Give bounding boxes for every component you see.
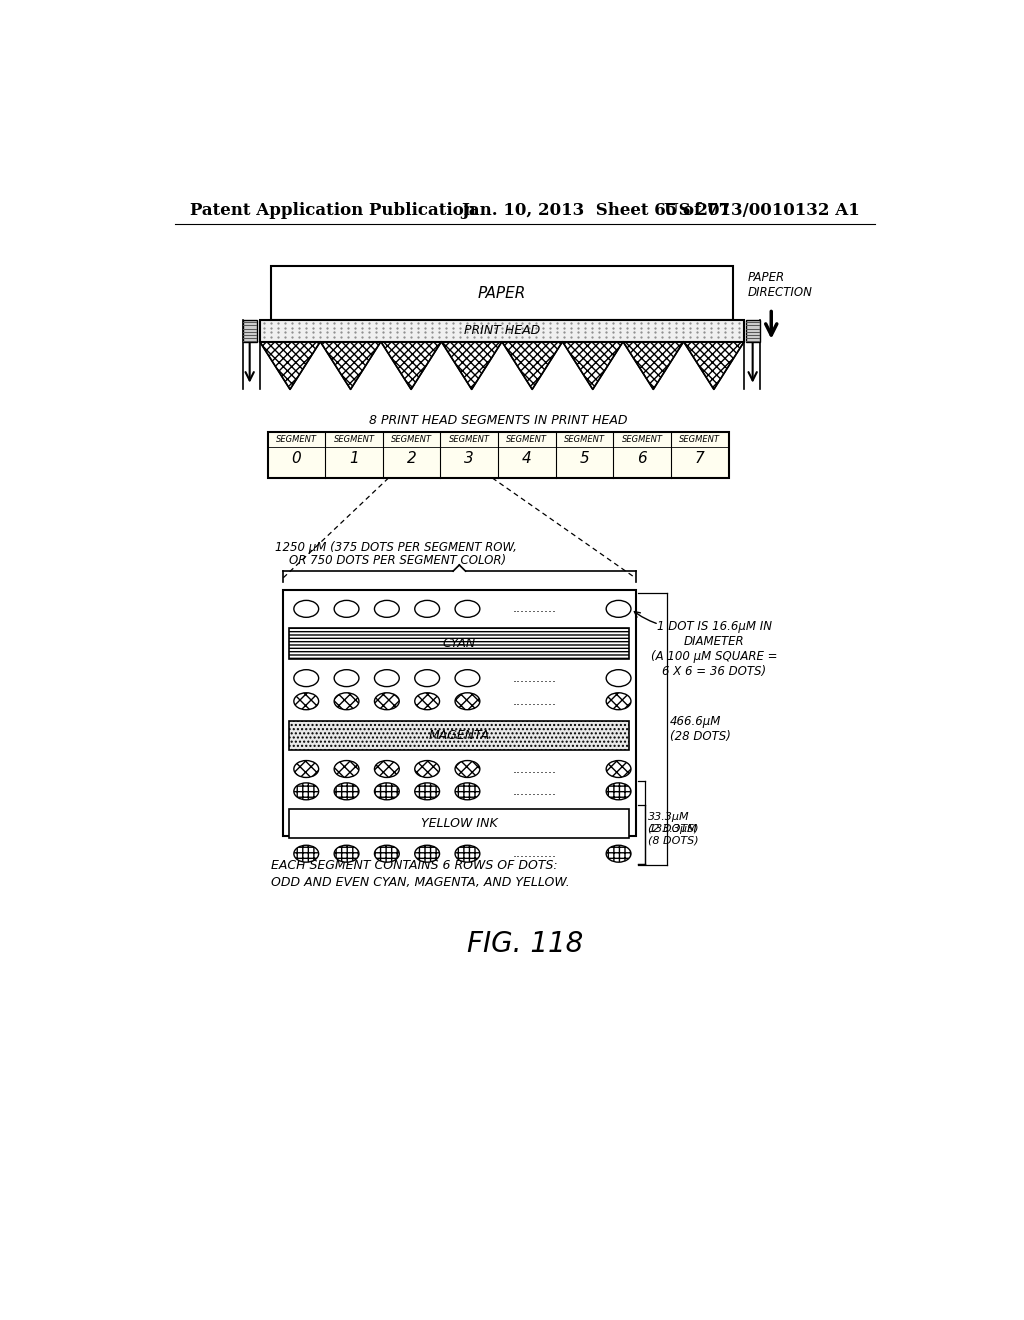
Ellipse shape [334,783,359,800]
Text: YELLOW INK: YELLOW INK [421,817,498,830]
Ellipse shape [415,760,439,777]
Text: SEGMENT: SEGMENT [334,436,375,444]
Text: SEGMENT: SEGMENT [507,436,548,444]
Ellipse shape [455,845,480,862]
Ellipse shape [606,760,631,777]
Ellipse shape [455,601,480,618]
Ellipse shape [606,783,631,800]
Text: 4: 4 [522,451,531,466]
Ellipse shape [375,845,399,862]
Text: 8 PRINT HEAD SEGMENTS IN PRINT HEAD: 8 PRINT HEAD SEGMENTS IN PRINT HEAD [369,413,628,426]
Text: 5: 5 [580,451,590,466]
Text: SEGMENT: SEGMENT [275,436,316,444]
Ellipse shape [455,783,480,800]
Text: US 2013/0010132 A1: US 2013/0010132 A1 [664,202,859,219]
Text: 7: 7 [695,451,705,466]
Text: MAGENTA: MAGENTA [429,729,489,742]
Ellipse shape [455,693,480,710]
Bar [289,721,630,750]
Ellipse shape [334,693,359,710]
Ellipse shape [606,693,631,710]
Ellipse shape [294,693,318,710]
Ellipse shape [415,783,439,800]
Ellipse shape [375,693,399,710]
Ellipse shape [415,601,439,618]
Bar [289,809,630,838]
Bar [283,590,636,836]
Ellipse shape [294,601,318,618]
Text: 1: 1 [349,451,358,466]
Ellipse shape [334,601,359,618]
Text: 133.3μM
(8 DOTS): 133.3μM (8 DOTS) [648,824,698,846]
Ellipse shape [375,760,399,777]
Text: SEGMENT: SEGMENT [391,436,432,444]
Text: 466.6μM
(28 DOTS): 466.6μM (28 DOTS) [670,715,730,743]
Text: OR 750 DOTS PER SEGMENT COLOR): OR 750 DOTS PER SEGMENT COLOR) [289,554,506,566]
Text: SEGMENT: SEGMENT [679,436,720,444]
Text: 2: 2 [407,451,417,466]
Text: EACH SEGMENT CONTAINS 6 ROWS OF DOTS:: EACH SEGMENT CONTAINS 6 ROWS OF DOTS: [271,859,558,873]
Text: CYAN: CYAN [442,638,476,649]
Ellipse shape [606,669,631,686]
Text: 1250 μM (375 DOTS PER SEGMENT ROW,: 1250 μM (375 DOTS PER SEGMENT ROW, [275,541,517,554]
Text: Jan. 10, 2013  Sheet 65 of 77: Jan. 10, 2013 Sheet 65 of 77 [461,202,730,219]
Ellipse shape [415,693,439,710]
Text: 6: 6 [637,451,647,466]
Text: ODD AND EVEN CYAN, MAGENTA, AND YELLOW.: ODD AND EVEN CYAN, MAGENTA, AND YELLOW. [271,876,570,890]
Polygon shape [260,321,744,389]
Text: ...........: ........... [512,602,556,615]
Ellipse shape [294,760,318,777]
Bar [243,321,257,342]
Text: ...........: ........... [512,763,556,776]
Bar [267,432,729,478]
Ellipse shape [375,669,399,686]
Text: ...........: ........... [512,694,556,708]
Text: ...........: ........... [512,785,556,797]
Bar [260,321,744,342]
Text: ...........: ........... [512,847,556,861]
Ellipse shape [334,669,359,686]
Ellipse shape [334,845,359,862]
Text: 3: 3 [464,451,474,466]
Text: SEGMENT: SEGMENT [449,436,489,444]
Text: SEGMENT: SEGMENT [564,436,605,444]
Bar [289,628,630,659]
Text: 33.3μM
(2 DOTS): 33.3μM (2 DOTS) [648,812,698,833]
Bar [745,321,760,342]
Ellipse shape [375,601,399,618]
Text: SEGMENT: SEGMENT [622,436,663,444]
Ellipse shape [606,601,631,618]
Text: Patent Application Publication: Patent Application Publication [190,202,476,219]
Ellipse shape [415,845,439,862]
Text: PRINT HEAD: PRINT HEAD [464,325,540,338]
Ellipse shape [455,669,480,686]
Ellipse shape [294,669,318,686]
Ellipse shape [455,760,480,777]
Text: 0: 0 [292,451,301,466]
Text: ...........: ........... [512,672,556,685]
Ellipse shape [606,845,631,862]
Text: PAPER
DIRECTION: PAPER DIRECTION [748,272,813,300]
Ellipse shape [294,783,318,800]
Ellipse shape [375,783,399,800]
Ellipse shape [294,845,318,862]
Bar [271,267,732,321]
Ellipse shape [415,669,439,686]
Text: PAPER: PAPER [478,285,526,301]
Ellipse shape [334,760,359,777]
Text: FIG. 118: FIG. 118 [467,929,583,958]
Text: 1 DOT IS 16.6μM IN
DIAMETER
(A 100 μM SQUARE =
6 X 6 = 36 DOTS): 1 DOT IS 16.6μM IN DIAMETER (A 100 μM SQ… [651,620,777,678]
